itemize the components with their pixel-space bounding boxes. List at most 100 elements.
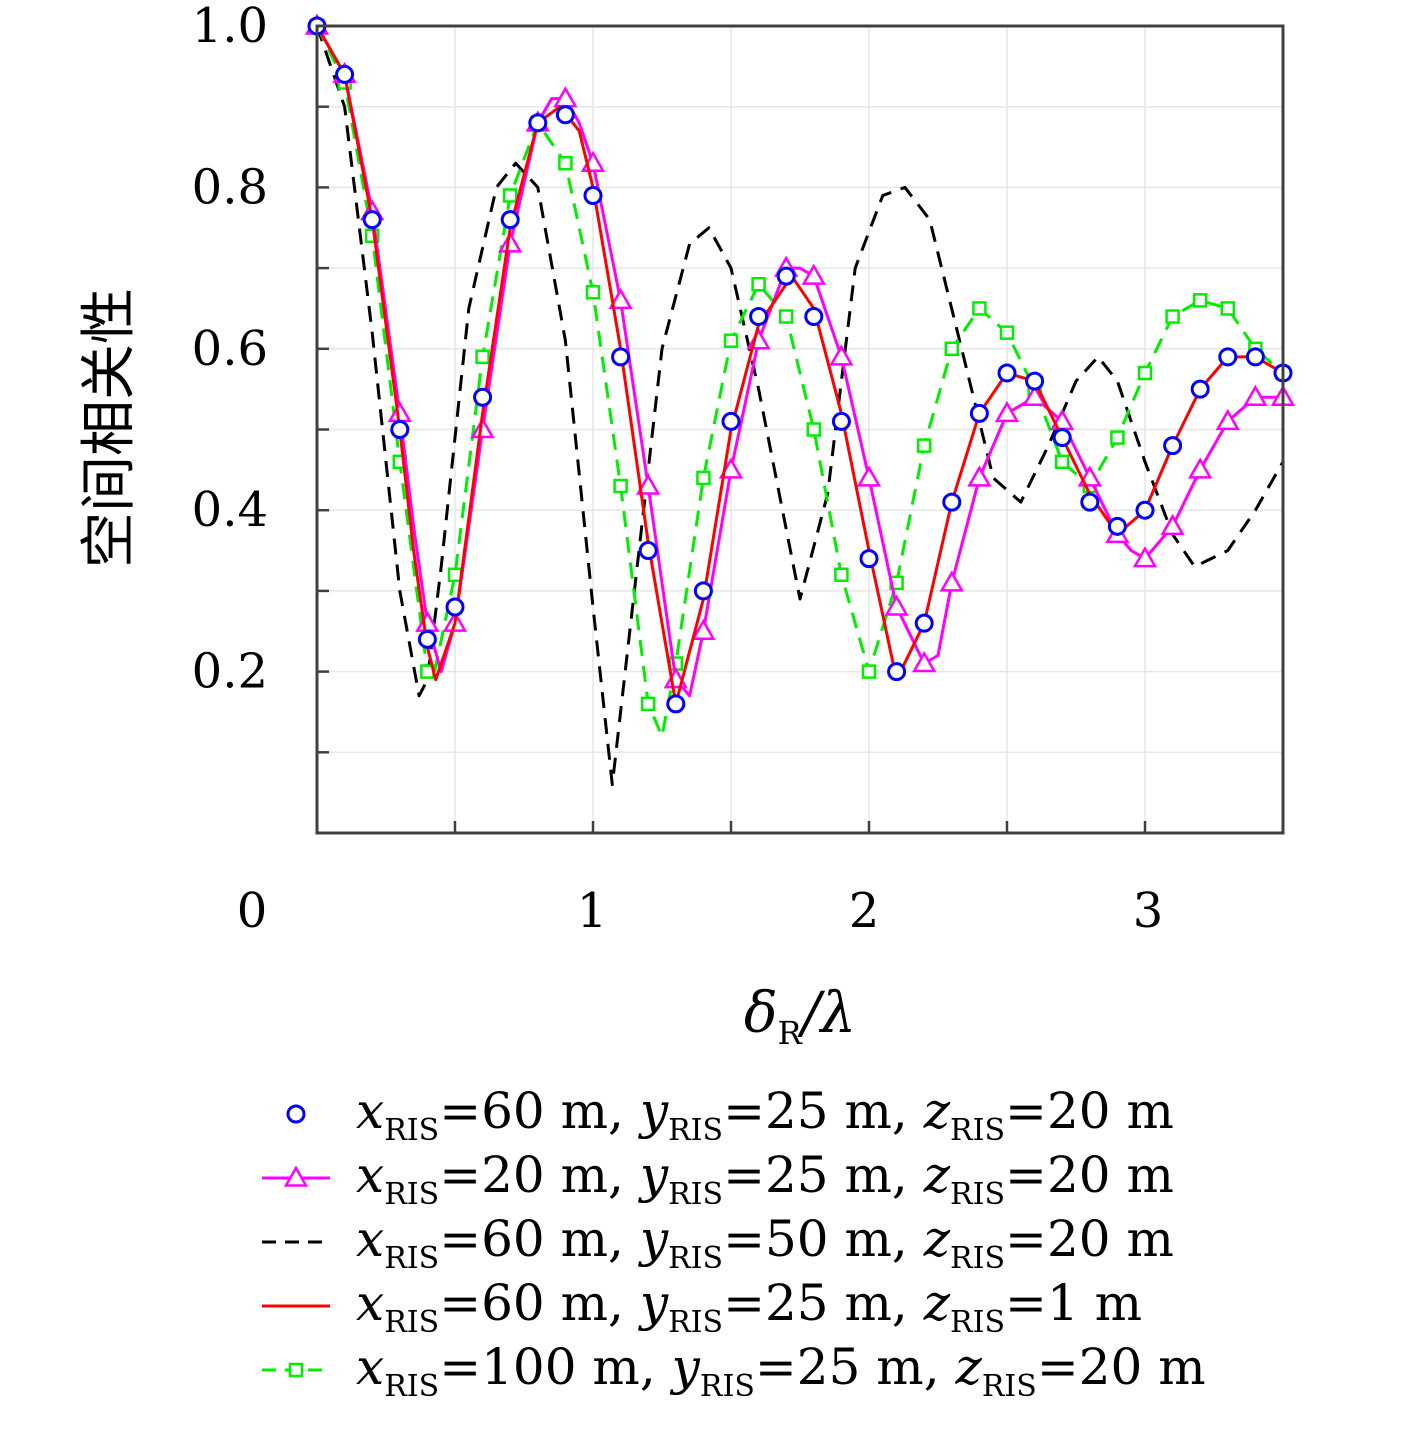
data-point: [1243, 384, 1268, 406]
legend-entry: xRIS=100 m, yRIS=25 m, zRIS=20 m: [262, 1338, 1206, 1404]
data-point: [611, 347, 631, 367]
data-point: [613, 478, 628, 494]
data-point: [500, 210, 520, 230]
data-point: [916, 438, 932, 453]
y-tick-label: 1.0: [192, 0, 268, 54]
data-point: [994, 400, 1020, 423]
data-point: [804, 307, 824, 327]
data-point: [972, 301, 987, 316]
data-point: [912, 651, 937, 673]
data-point: [666, 694, 686, 714]
legend-entry: xRIS=20 m, yRIS=25 m, zRIS=20 m: [262, 1146, 1174, 1212]
legend-label: xRIS=60 m, yRIS=50 m, zRIS=20 m: [356, 1210, 1174, 1276]
x-tick-label: 1: [577, 883, 608, 939]
data-point: [1165, 309, 1180, 324]
data-point: [914, 613, 934, 633]
data-point: [528, 113, 548, 133]
data-point: [640, 696, 656, 712]
legend-entry: xRIS=60 m, yRIS=50 m, zRIS=20 m: [262, 1210, 1174, 1276]
data-point: [1245, 347, 1265, 367]
data-point: [288, 1362, 304, 1378]
data-point: [1022, 384, 1047, 406]
data-point: [445, 597, 465, 617]
data-point: [1188, 457, 1213, 479]
data-point: [939, 570, 964, 592]
data-point: [1163, 436, 1183, 456]
data-point: [887, 662, 907, 682]
data-point: [417, 629, 437, 649]
y-tick-label: 0.8: [192, 159, 268, 215]
series-1: [307, 16, 1293, 714]
legend-label: xRIS=60 m, yRIS=25 m, zRIS=20 m: [356, 1082, 1174, 1148]
data-point: [829, 344, 854, 366]
data-point: [283, 1165, 309, 1187]
data-point: [834, 567, 849, 583]
legend-label: xRIS=100 m, yRIS=25 m, zRIS=20 m: [356, 1338, 1206, 1404]
data-point: [1080, 492, 1100, 512]
data-point: [1215, 408, 1240, 431]
data-point: [638, 541, 658, 561]
y-tick-label: 0.6: [192, 321, 268, 377]
data-point: [555, 105, 575, 125]
data-point: [1054, 454, 1070, 470]
x-tick-label: 3: [1133, 883, 1164, 939]
data-point: [1160, 513, 1185, 536]
data-point: [831, 411, 851, 431]
grid: [317, 26, 1283, 833]
data-point: [1110, 430, 1125, 445]
data-point: [693, 581, 713, 601]
series-layer: [304, 13, 1296, 787]
data-point: [944, 341, 960, 357]
data-point: [751, 276, 766, 292]
data-point: [473, 387, 493, 407]
data-point: [942, 492, 962, 512]
data-point: [558, 155, 573, 171]
data-point: [806, 422, 822, 437]
data-point: [286, 1104, 306, 1124]
data-point: [1025, 371, 1045, 391]
data-point: [362, 210, 382, 230]
x-axis-label-main: δ: [744, 981, 778, 1046]
data-point: [997, 363, 1017, 383]
data-point: [1218, 347, 1238, 367]
data-point: [475, 349, 490, 365]
data-point: [390, 420, 410, 439]
y-tick-label: 0.2: [192, 644, 268, 700]
data-point: [776, 266, 796, 286]
data-point: [749, 307, 769, 327]
data-point: [999, 325, 1015, 340]
data-point: [859, 549, 879, 569]
data-point: [470, 416, 495, 439]
tick-labels: 0 1 2 3 0.2 0.4 0.6 0.8 1.0: [192, 0, 1164, 939]
data-point: [723, 333, 739, 348]
data-point: [1192, 293, 1208, 308]
data-point: [335, 64, 355, 84]
data-point: [1190, 379, 1210, 399]
data-point: [498, 231, 523, 253]
data-point: [1135, 500, 1155, 520]
data-point: [778, 309, 794, 324]
data-point: [447, 567, 463, 583]
data-point: [636, 473, 661, 495]
y-tick-label: 0.4: [192, 482, 268, 538]
data-point: [696, 470, 711, 486]
legend-entry: xRIS=60 m, yRIS=25 m, zRIS=1 m: [262, 1274, 1142, 1340]
series-3: [315, 25, 1285, 787]
x-axis-label-tail: /λ: [797, 981, 856, 1046]
data-point: [721, 411, 741, 431]
legend-label: xRIS=60 m, yRIS=25 m, zRIS=1 m: [356, 1274, 1142, 1340]
data-point: [608, 287, 633, 310]
x-axis-label-sub: R: [778, 1014, 803, 1052]
legend-entry: xRIS=60 m, yRIS=25 m, zRIS=20 m: [286, 1082, 1174, 1148]
series-line: [315, 25, 1285, 787]
data-point: [502, 188, 518, 203]
legend-label: xRIS=20 m, yRIS=25 m, zRIS=20 m: [356, 1146, 1174, 1212]
x-tick-label: 2: [849, 883, 880, 939]
data-point: [856, 465, 882, 487]
data-point: [801, 263, 826, 285]
data-point: [969, 403, 989, 423]
axes: [315, 24, 1285, 835]
data-point: [967, 465, 992, 487]
